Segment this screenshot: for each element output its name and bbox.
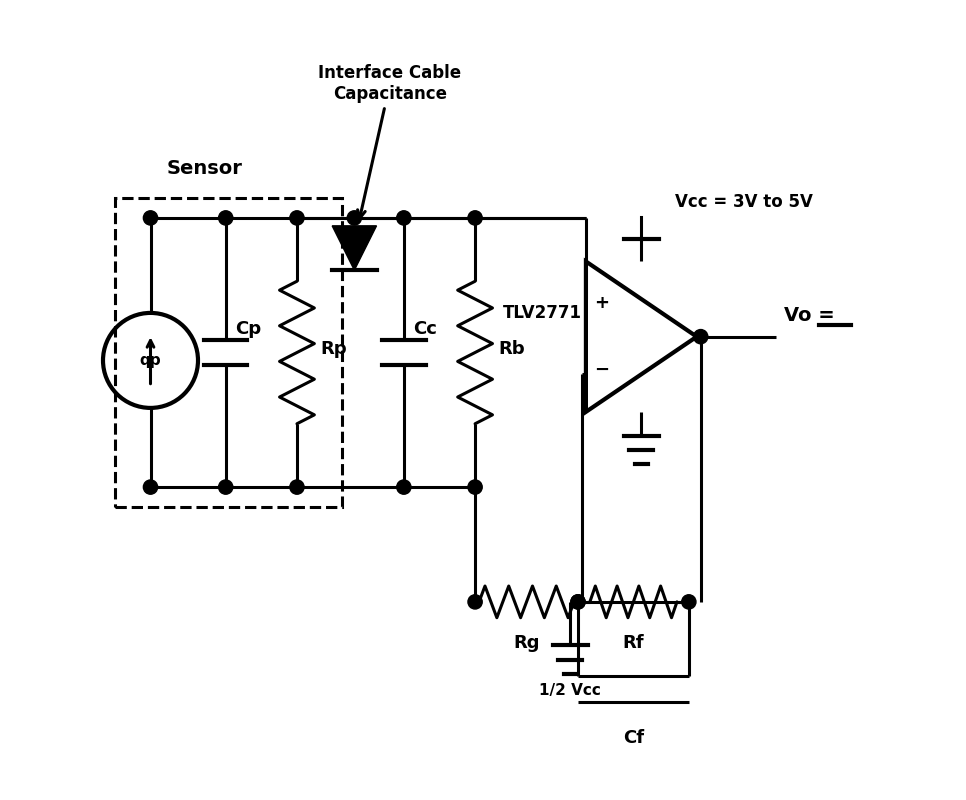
Circle shape [218,480,233,494]
Text: qp: qp [140,353,161,368]
Text: Sensor: Sensor [166,159,242,178]
Circle shape [218,210,233,225]
Polygon shape [332,226,377,270]
Circle shape [347,210,361,225]
Text: +: + [594,294,610,312]
Circle shape [468,210,482,225]
Text: Cc: Cc [413,320,438,338]
Text: Rg: Rg [513,634,540,651]
Circle shape [571,594,585,609]
Text: Interface Cable
Capacitance: Interface Cable Capacitance [319,64,462,218]
Text: Rb: Rb [498,339,526,358]
Text: Vcc = 3V to 5V: Vcc = 3V to 5V [675,193,813,211]
Circle shape [290,210,304,225]
Text: Vo =: Vo = [783,306,835,325]
Text: Rf: Rf [623,634,644,651]
Text: 1/2 Vcc: 1/2 Vcc [539,683,601,698]
Circle shape [468,594,482,609]
Circle shape [397,480,411,494]
Circle shape [694,330,708,344]
Circle shape [290,480,304,494]
Circle shape [143,210,157,225]
Text: TLV2771: TLV2771 [503,304,582,322]
Circle shape [143,480,157,494]
Text: Rp: Rp [321,339,348,358]
Text: Cp: Cp [235,320,262,338]
Circle shape [468,480,482,494]
Text: −: − [594,362,610,379]
Circle shape [571,594,585,609]
Text: Cf: Cf [623,729,644,746]
Circle shape [397,210,411,225]
Circle shape [682,594,696,609]
